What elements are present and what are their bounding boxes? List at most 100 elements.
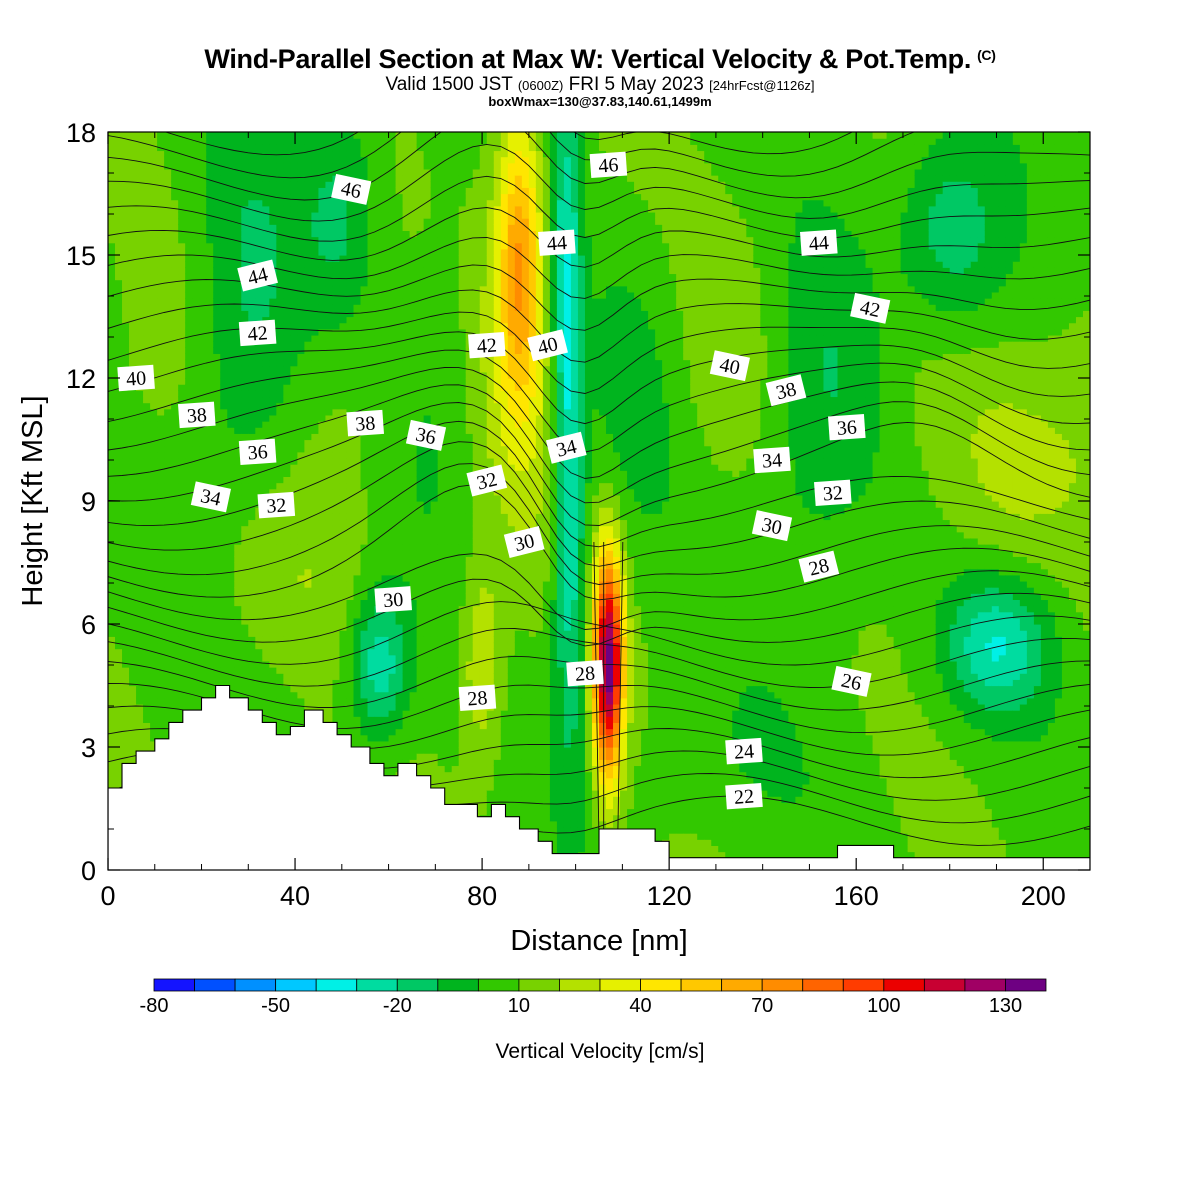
field-cell xyxy=(262,697,270,705)
field-cell xyxy=(283,605,291,613)
field-cell xyxy=(395,568,404,576)
field-cell xyxy=(227,562,235,570)
field-cell xyxy=(297,322,305,330)
field-cell xyxy=(164,587,172,594)
field-cell xyxy=(136,341,144,348)
field-cell xyxy=(269,679,277,687)
field-cell xyxy=(388,470,397,477)
field-cell xyxy=(213,525,221,533)
field-cell xyxy=(143,168,151,176)
field-cell xyxy=(227,150,235,158)
field-cell xyxy=(276,402,284,410)
field-cell xyxy=(150,193,158,201)
field-cell xyxy=(269,482,277,490)
field-cell xyxy=(346,574,355,582)
field-cell xyxy=(269,181,277,188)
field-cell xyxy=(248,230,256,238)
field-cell xyxy=(388,740,397,748)
field-cell xyxy=(143,144,151,152)
field-cell xyxy=(150,390,158,398)
field-cell xyxy=(353,211,362,219)
field-cell xyxy=(241,593,249,600)
field-cell xyxy=(199,691,207,699)
field-cell xyxy=(367,667,376,674)
field-cell xyxy=(255,537,263,545)
field-cell xyxy=(185,470,193,477)
field-cell xyxy=(353,679,362,687)
field-cell xyxy=(122,525,130,533)
field-cell xyxy=(367,451,376,459)
field-cell xyxy=(297,667,305,674)
field-cell xyxy=(311,187,320,195)
field-cell xyxy=(136,304,144,311)
field-cell xyxy=(381,617,390,625)
field-cell xyxy=(297,439,305,447)
field-cell xyxy=(374,562,383,570)
field-cell xyxy=(199,384,207,391)
field-cell xyxy=(325,224,334,231)
field-cell xyxy=(353,347,362,354)
field-cell xyxy=(108,716,116,723)
field-cell xyxy=(248,617,256,625)
field-cell xyxy=(129,636,137,644)
field-cell xyxy=(297,291,305,299)
field-cell xyxy=(367,236,376,244)
field-cell xyxy=(339,378,348,385)
field-cell xyxy=(206,605,214,613)
field-cell xyxy=(339,580,348,588)
field-cell xyxy=(374,132,383,139)
field-cell xyxy=(220,617,228,625)
field-cell xyxy=(157,187,165,195)
field-cell xyxy=(297,175,305,182)
field-cell xyxy=(381,371,390,379)
field-cell xyxy=(213,402,221,410)
field-cell xyxy=(171,211,179,219)
field-cell xyxy=(178,261,186,268)
field-cell xyxy=(325,507,334,514)
field-cell xyxy=(192,654,200,662)
field-cell xyxy=(234,236,242,244)
field-cell xyxy=(122,544,130,551)
field-cell xyxy=(206,175,214,182)
field-cell xyxy=(206,617,214,625)
field-cell xyxy=(346,230,355,238)
field-cell xyxy=(304,255,313,262)
field-cell xyxy=(388,537,397,545)
field-cell xyxy=(199,445,207,453)
field-cell xyxy=(290,187,298,195)
field-cell xyxy=(353,445,362,453)
field-cell xyxy=(269,218,277,225)
field-cell xyxy=(178,605,186,613)
field-cell xyxy=(164,304,172,311)
field-cell xyxy=(150,470,158,477)
field-cell xyxy=(276,390,284,398)
field-cell xyxy=(178,667,186,674)
field-cell xyxy=(192,544,200,551)
field-cell xyxy=(122,224,130,231)
field-cell xyxy=(143,734,151,742)
field-cell xyxy=(115,457,123,465)
field-cell xyxy=(290,181,298,188)
field-cell xyxy=(269,488,277,496)
field-cell xyxy=(241,574,249,582)
field-cell xyxy=(304,513,313,521)
field-cell xyxy=(346,144,355,152)
field-cell xyxy=(339,273,348,281)
field-cell xyxy=(115,710,123,717)
field-cell xyxy=(136,162,144,170)
field-cell xyxy=(325,513,334,521)
field-cell xyxy=(122,740,130,748)
field-cell xyxy=(311,660,320,668)
field-cell xyxy=(262,617,270,625)
field-cell xyxy=(171,513,179,521)
field-cell xyxy=(360,568,369,576)
field-cell xyxy=(206,359,214,367)
field-cell xyxy=(206,390,214,398)
field-cell xyxy=(192,353,200,361)
field-cell xyxy=(129,734,137,742)
field-cell xyxy=(178,507,186,514)
field-cell xyxy=(143,181,151,188)
field-cell xyxy=(360,507,369,514)
field-cell xyxy=(374,648,383,656)
field-cell xyxy=(339,544,348,551)
